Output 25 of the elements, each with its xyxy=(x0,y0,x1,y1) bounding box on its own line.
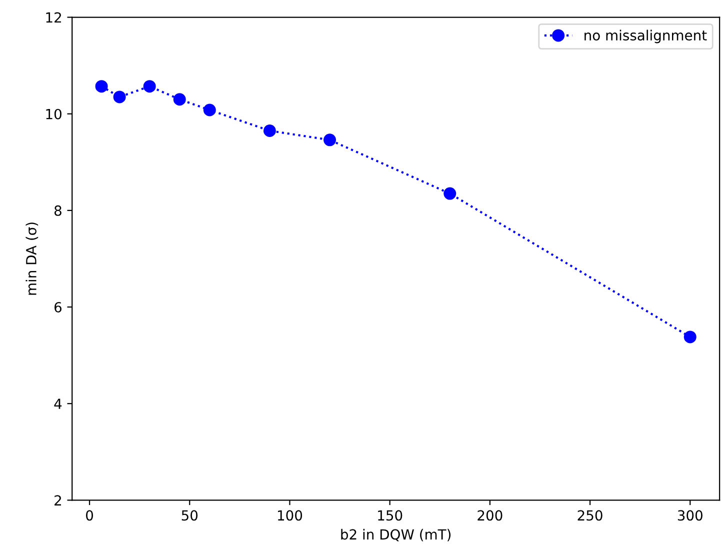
point xyxy=(173,93,186,106)
point xyxy=(143,80,156,93)
y-tick-label: 2 xyxy=(54,495,61,506)
x-tick-label: 100 xyxy=(278,510,302,521)
legend-label: no missalignment xyxy=(584,30,707,44)
point xyxy=(263,124,276,138)
point xyxy=(324,134,336,146)
y-tick-label: 6 xyxy=(54,302,62,312)
x-tick-label: 200 xyxy=(478,510,502,521)
point xyxy=(203,104,216,116)
point xyxy=(444,187,456,200)
x-tick-label: 250 xyxy=(578,510,602,521)
y-tick-label: 12 xyxy=(46,12,61,23)
point xyxy=(113,90,126,104)
y-tick-label: 8 xyxy=(54,205,62,216)
point xyxy=(95,80,108,93)
point xyxy=(684,330,696,344)
y-tick-label: 10 xyxy=(46,108,62,120)
x-tick-label: 150 xyxy=(378,510,402,521)
x-tick-label: 50 xyxy=(182,510,198,521)
y-tick-label: 4 xyxy=(54,398,62,409)
x-tick-label: 300 xyxy=(678,510,702,521)
x-axis-title: b2 in DQW (mT) xyxy=(341,528,451,542)
x-tick-label: 0 xyxy=(86,510,94,521)
y-axis-title: min DA (σ) xyxy=(26,222,38,295)
